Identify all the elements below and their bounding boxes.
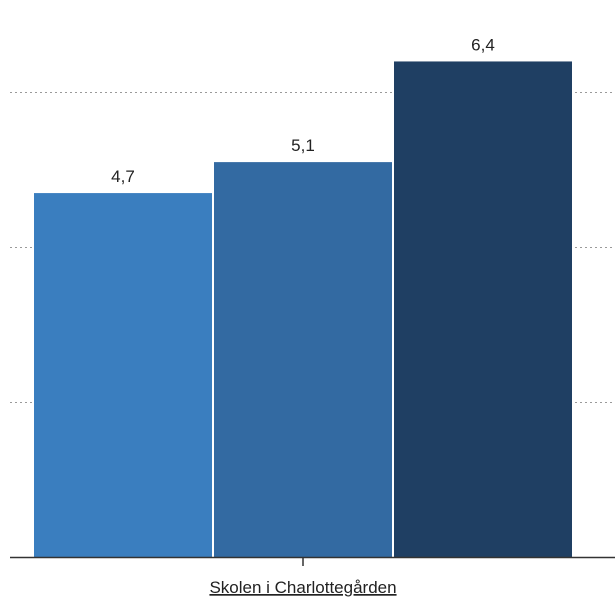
bar-value-label-0: 4,7 [111,167,135,186]
bar-0 [34,193,212,558]
bar-value-label-1: 5,1 [291,136,315,155]
bars [34,61,572,558]
x-axis-category-label: Skolen i Charlottegården [209,578,396,597]
data-labels: 4,7 5,1 6,4 [111,35,495,186]
bar-1 [214,162,392,557]
bar-value-label-2: 6,4 [471,35,495,54]
bar-2 [394,61,572,557]
